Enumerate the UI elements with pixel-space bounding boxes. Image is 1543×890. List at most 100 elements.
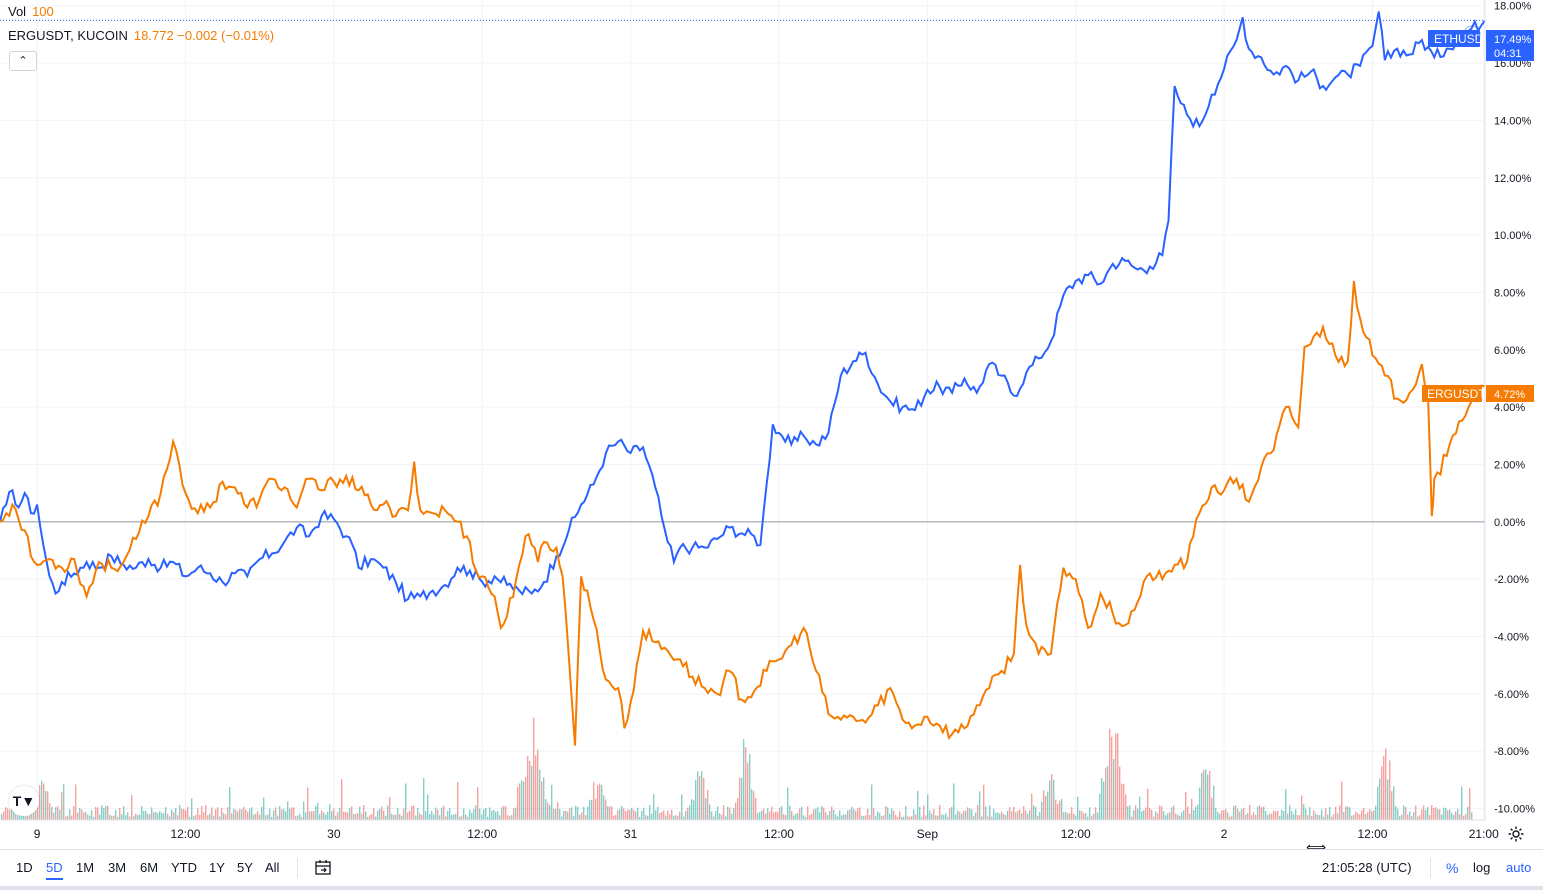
range-button-3m[interactable]: 3M bbox=[108, 860, 127, 875]
volume-bar bbox=[1139, 796, 1141, 820]
volume-bar bbox=[445, 816, 447, 820]
volume-bar bbox=[1263, 806, 1265, 820]
volume-bar bbox=[427, 794, 429, 820]
volume-bar bbox=[153, 812, 155, 820]
volume-bar bbox=[1361, 810, 1363, 820]
volume-bar bbox=[197, 808, 199, 820]
volume-bar bbox=[601, 785, 603, 820]
percent-scale-button[interactable]: % bbox=[1446, 860, 1459, 876]
legend-ergusdt-symbol: ERGUSDT, KUCOIN bbox=[8, 28, 128, 43]
volume-bar bbox=[1369, 808, 1371, 820]
range-button-ytd[interactable]: YTD bbox=[171, 860, 197, 875]
volume-bar bbox=[681, 794, 683, 820]
volume-bar bbox=[289, 808, 291, 820]
gear-icon[interactable] bbox=[1507, 825, 1525, 843]
tradingview-logo[interactable]: T▼ bbox=[9, 786, 39, 816]
auto-scale-button[interactable]: auto bbox=[1506, 860, 1532, 875]
volume-bar bbox=[367, 816, 369, 820]
volume-bar bbox=[53, 812, 55, 820]
volume-bar bbox=[355, 813, 357, 820]
volume-bar bbox=[1199, 787, 1201, 820]
volume-bar bbox=[817, 807, 819, 820]
x-tick-label: 31 bbox=[624, 827, 638, 841]
volume-bar bbox=[853, 808, 855, 820]
volume-bar bbox=[1297, 815, 1299, 820]
volume-bar bbox=[1457, 808, 1459, 820]
legend-volume[interactable]: Vol 100 bbox=[8, 4, 54, 19]
x-tick-label: Sep bbox=[917, 827, 939, 841]
volume-bar bbox=[65, 816, 67, 820]
price-axis[interactable]: 18.00% 16.00% 14.00% 12.00% 10.00% 8.00% 6.00%… bbox=[1494, 1, 1535, 816]
volume-bar bbox=[281, 809, 283, 820]
volume-bar bbox=[109, 814, 111, 820]
volume-bar bbox=[61, 791, 63, 820]
range-button-1m[interactable]: 1M bbox=[76, 860, 95, 875]
volume-bar bbox=[1311, 816, 1313, 820]
volume-bar bbox=[1299, 815, 1301, 820]
volume-bar bbox=[879, 813, 881, 820]
volume-bar bbox=[159, 811, 161, 820]
volume-bar bbox=[1395, 806, 1397, 820]
volume-bar bbox=[99, 814, 101, 820]
range-button-1d[interactable]: 1D bbox=[16, 860, 33, 875]
range-button-1y[interactable]: 1Y bbox=[209, 860, 225, 875]
volume-bar bbox=[759, 812, 761, 820]
volume-bar bbox=[1249, 805, 1251, 820]
volume-bar bbox=[767, 808, 769, 820]
volume-bar bbox=[489, 807, 491, 820]
volume-bar bbox=[467, 816, 469, 820]
volume-bar bbox=[571, 807, 573, 820]
volume-bar bbox=[171, 809, 173, 820]
volume-bar bbox=[1149, 808, 1151, 820]
range-button-5y[interactable]: 5Y bbox=[237, 860, 253, 875]
badge-ergusdt-symbol: ERGUSDT bbox=[1427, 387, 1486, 401]
volume-bar bbox=[251, 807, 253, 820]
volume-bar bbox=[577, 806, 579, 820]
volume-bar bbox=[1371, 811, 1373, 820]
volume-bar bbox=[203, 812, 205, 820]
volume-bar bbox=[1013, 806, 1015, 820]
volume-bar bbox=[775, 811, 777, 820]
volume-bar bbox=[1107, 766, 1109, 820]
volume-bar bbox=[1269, 813, 1271, 820]
volume-bar bbox=[1323, 816, 1325, 820]
volume-bar bbox=[725, 816, 727, 820]
volume-bar bbox=[469, 809, 471, 820]
range-button-5d[interactable]: 5D bbox=[46, 860, 63, 880]
volume-bar bbox=[1399, 816, 1401, 820]
legend-ergusdt[interactable]: ERGUSDT, KUCOIN 18.772 −0.002 (−0.01%) bbox=[8, 28, 274, 43]
volume-bar bbox=[1259, 805, 1261, 820]
volume-bar bbox=[1015, 812, 1017, 820]
volume-bar bbox=[1091, 815, 1093, 820]
range-button-6m[interactable]: 6M bbox=[140, 860, 159, 875]
volume-bar bbox=[1213, 785, 1215, 820]
log-scale-button[interactable]: log bbox=[1473, 860, 1491, 875]
volume-bar bbox=[351, 806, 353, 820]
volume-bar bbox=[265, 815, 267, 820]
volume-bar bbox=[239, 809, 241, 820]
volume-bar bbox=[163, 813, 165, 820]
volume-bar bbox=[579, 814, 581, 820]
volume-bar bbox=[761, 810, 763, 820]
volume-bar bbox=[1177, 814, 1179, 820]
volume-bar bbox=[205, 805, 207, 820]
range-button-all[interactable]: All bbox=[265, 860, 280, 875]
volume-bar bbox=[831, 806, 833, 820]
volume-bar bbox=[1345, 806, 1347, 820]
go-to-date-icon[interactable] bbox=[313, 859, 333, 877]
series-line-ethusd[interactable] bbox=[0, 11, 1486, 603]
volume-bar bbox=[143, 810, 145, 820]
volume-bar bbox=[371, 814, 373, 820]
volume-bar bbox=[475, 805, 477, 820]
utc-clock[interactable]: 21:05:28 (UTC) bbox=[1322, 860, 1412, 875]
x-tick-label: 9 bbox=[34, 827, 41, 841]
legend-collapse-button[interactable]: ⌃ bbox=[9, 51, 37, 71]
series-line-ergusdt[interactable] bbox=[0, 280, 1486, 746]
volume-bar bbox=[515, 807, 517, 820]
volume-bar bbox=[245, 809, 247, 820]
volume-bar bbox=[987, 816, 989, 820]
volume-bar bbox=[811, 813, 813, 820]
time-axis[interactable]: 9 12:00 30 12:00 31 12:00 Sep 12:00 2 12:00 21:00 bbox=[34, 827, 1499, 841]
volume-bar bbox=[1069, 813, 1071, 820]
